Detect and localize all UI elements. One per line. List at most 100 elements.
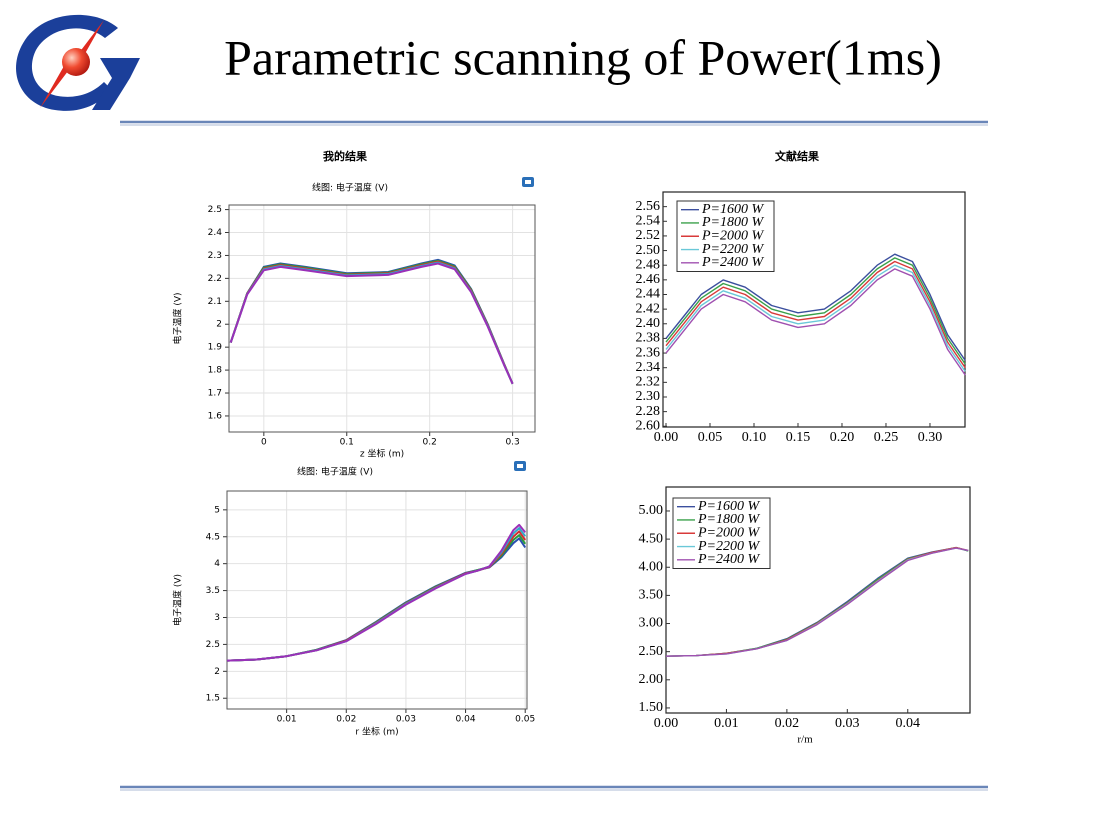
series-line: [226, 523, 526, 662]
y-tick-label: 2.32: [636, 375, 661, 390]
y-tick-label: 2.56: [636, 199, 661, 214]
y-tick-label: 2.5: [206, 640, 220, 650]
chart-title: 线图: 电子温度 (V): [297, 466, 373, 478]
legend-label: P=1800 W: [701, 215, 764, 230]
y-tick-label: 2.50: [639, 644, 664, 659]
legend-label: P=1800 W: [697, 512, 760, 527]
x-tick-label: 0.01: [714, 716, 739, 731]
y-tick-label: 3: [214, 613, 220, 623]
x-axis-label: z 坐标 (m): [360, 448, 404, 460]
legend-label: P=2400 W: [701, 255, 764, 270]
legend-label: P=2400 W: [697, 552, 760, 567]
y-tick-label: 5: [214, 505, 220, 515]
plot-icon[interactable]: [522, 177, 534, 187]
x-tick-label: 0.04: [456, 715, 476, 725]
x-tick-label: 0.1: [340, 438, 354, 448]
y-tick-label: 4: [214, 559, 220, 569]
y-tick-label: 2.44: [636, 287, 661, 302]
plot-icon[interactable]: [514, 461, 526, 471]
y-tick-label: 1.9: [208, 343, 223, 353]
plot-area: [228, 204, 536, 433]
y-tick-label: 2.4: [208, 228, 223, 238]
chart: 2.602.282.302.322.342.362.382.402.422.44…: [636, 191, 966, 445]
right-heading: 文献结果: [775, 149, 819, 163]
y-tick-label: 4.00: [639, 559, 664, 574]
series-line: [665, 268, 966, 376]
x-tick-label: 0.3: [505, 438, 519, 448]
y-tick-label: 1.6: [208, 411, 223, 421]
x-tick-label: 0.01: [277, 715, 297, 725]
y-tick-label: 2.54: [636, 214, 661, 229]
y-tick-label: 2.40: [636, 316, 661, 331]
x-tick-label: 0.20: [830, 430, 855, 445]
series-line: [665, 547, 969, 657]
legend-label: P=2200 W: [701, 242, 764, 257]
y-tick-label: 2.30: [636, 389, 661, 404]
y-tick-label: 2.2: [208, 274, 222, 284]
y-tick-label: 5.00: [639, 503, 664, 518]
x-tick-label: 0.04: [895, 716, 920, 731]
plot-area: [226, 490, 528, 710]
y-tick-label: 2.36: [636, 345, 661, 360]
y-tick-label: 2: [216, 320, 222, 330]
series-line: [665, 264, 966, 372]
x-tick-label: 0.10: [742, 430, 767, 445]
y-tick-label: 1.8: [208, 366, 223, 376]
y-tick-label: 1.5: [206, 694, 220, 704]
x-tick-label: 0.25: [874, 430, 899, 445]
x-tick-label: 0.02: [775, 716, 800, 731]
y-tick-label: 2: [214, 667, 220, 677]
x-tick-label: 0.02: [336, 715, 356, 725]
y-tick-label: 2.42: [636, 301, 661, 316]
y-tick-label: 2.50: [636, 243, 661, 258]
series-line: [665, 257, 966, 365]
x-tick-label: 0.15: [786, 430, 811, 445]
legend-label: P=1600 W: [697, 499, 760, 514]
y-axis-label: 电子温度 (V): [172, 292, 184, 344]
x-tick-label: 0.00: [654, 716, 679, 731]
x-tick-label: 0.2: [423, 438, 437, 448]
series-line: [229, 262, 514, 385]
y-tick-label: 2.52: [636, 228, 661, 243]
y-tick-label: 4.5: [206, 532, 220, 542]
y-tick-label: 2.48: [636, 257, 661, 272]
y-tick-label: 3.50: [639, 588, 664, 603]
x-tick-label: 0.00: [654, 430, 679, 445]
y-tick-label: 2.3: [208, 251, 222, 261]
y-tick-label: 2.46: [636, 272, 661, 287]
chart-title: 线图: 电子温度 (V): [312, 182, 388, 194]
y-tick-label: 3.5: [206, 586, 220, 596]
y-tick-label: 2.28: [636, 404, 661, 419]
legend-label: P=2000 W: [697, 525, 760, 540]
legend-label: P=2000 W: [701, 228, 764, 243]
series-line: [665, 260, 966, 369]
x-axis-label: r/m: [797, 734, 813, 746]
x-tick-label: 0.03: [396, 715, 416, 725]
chart: 1.50 2.00 2.50 3.00 3.50 4.00 4.50 5.00 0.00 0.01…: [639, 486, 971, 746]
y-tick-label: 2.38: [636, 331, 661, 346]
y-tick-label: 2.5: [208, 205, 222, 215]
y-tick-label: 1.50: [639, 700, 664, 715]
y-tick-label: 1.7: [208, 389, 222, 399]
y-tick-label: 2.60: [636, 418, 661, 433]
x-tick-label: 0.03: [835, 716, 860, 731]
y-tick-label: 2.34: [636, 360, 661, 375]
plot-frame: [226, 490, 528, 710]
chart: 1.6 1.7 1.8 1.9 2 2.1 2.2 2.3 2.4 2.5 0 0.1 0.2 0.3 线图…: [172, 182, 536, 460]
x-axis-label: r 坐标 (m): [355, 726, 398, 738]
plot-frame: [228, 204, 536, 433]
x-tick-label: 0.05: [515, 715, 535, 725]
x-tick-label: 0.05: [698, 430, 723, 445]
y-tick-label: 4.50: [639, 531, 664, 546]
chart: 1.5 2 2.5 3 3.5 4 4.5 5 0.01 0.02 0.03 0.04 0.05 线图: …: [172, 466, 536, 738]
series-line: [665, 253, 966, 361]
left-heading: 我的结果: [323, 149, 367, 163]
legend-label: P=1600 W: [701, 202, 764, 217]
y-tick-label: 2.1: [208, 297, 222, 307]
legend-label: P=2200 W: [697, 539, 760, 554]
y-tick-label: 2.00: [639, 672, 664, 687]
y-tick-label: 3.00: [639, 616, 664, 631]
slide-title: Parametric scanning of Power(1ms): [224, 29, 942, 85]
